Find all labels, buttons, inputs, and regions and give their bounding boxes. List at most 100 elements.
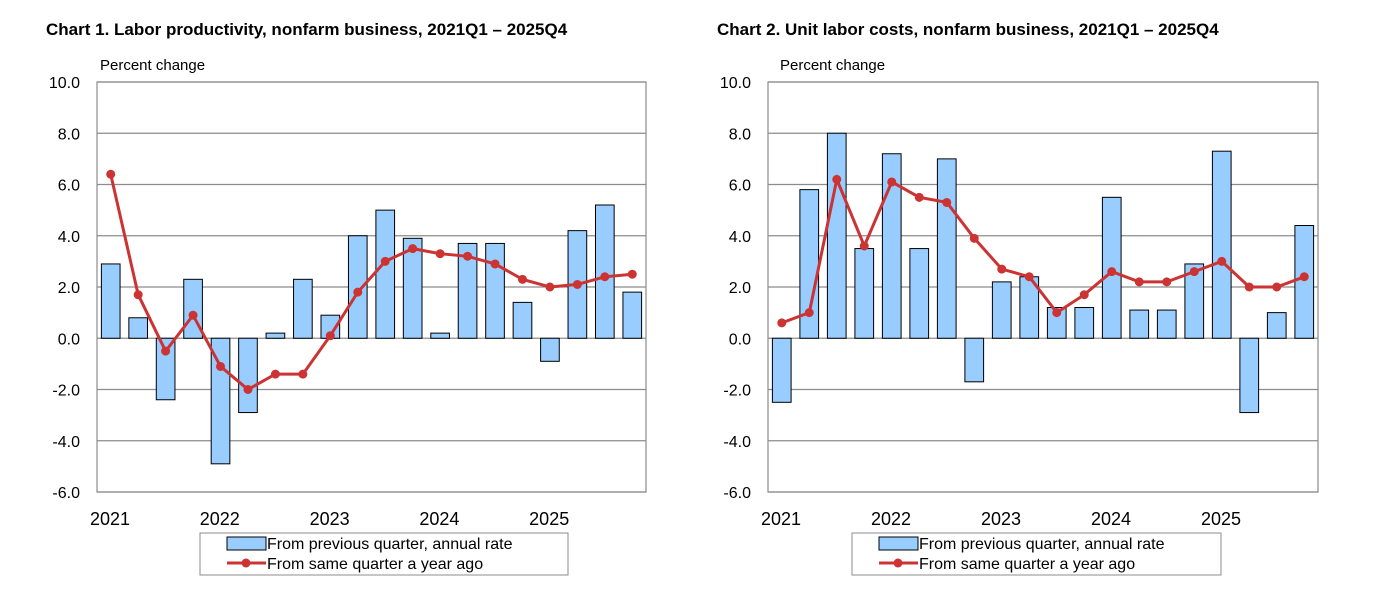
- bar: [430, 332, 450, 339]
- chart-title: Chart 2. Unit labor costs, nonfarm busin…: [717, 20, 1219, 39]
- y-tick-label: 0.0: [58, 331, 80, 348]
- bar: [155, 337, 176, 401]
- y-tick-label: -2.0: [52, 383, 80, 400]
- line-point: [545, 282, 555, 292]
- bar: [1184, 263, 1205, 339]
- line-point: [1107, 267, 1117, 277]
- line-point: [942, 197, 952, 207]
- bar: [1046, 307, 1067, 339]
- y-axis-label: Percent change: [780, 57, 885, 74]
- line-point: [463, 251, 473, 261]
- bar: [1239, 337, 1260, 414]
- bar: [1074, 307, 1095, 339]
- labor-productivity-chart: Percent change 10.0 8.0 6.0 4.0 2.0 0.0 -2.0 -4.…: [49, 57, 647, 576]
- legend-swatch-bar: [878, 536, 919, 551]
- line-point: [1134, 277, 1144, 287]
- x-tick-label: 2025: [1201, 509, 1241, 529]
- series-line: [781, 174, 1305, 325]
- bar: [457, 242, 478, 339]
- y-axis-label: Percent change: [100, 57, 205, 74]
- y-tick-label: 2.0: [58, 280, 80, 297]
- line-point: [1299, 272, 1309, 282]
- bar: [128, 317, 149, 339]
- plot-frame: [96, 81, 647, 493]
- bar: [485, 242, 505, 339]
- y-tick-label: 0.0: [729, 331, 751, 348]
- series-line: [109, 173, 633, 392]
- line-point: [133, 290, 143, 300]
- legend-swatch-bar: [226, 536, 267, 551]
- line-point: [1272, 282, 1282, 292]
- line-point: [270, 369, 280, 379]
- line-point: [517, 274, 527, 284]
- line-point: [380, 256, 390, 266]
- y-tick-label: -4.0: [723, 434, 751, 451]
- chart-title: Chart 1. Labor productivity, nonfarm bus…: [46, 20, 568, 39]
- line-point: [1079, 290, 1089, 300]
- line-point: [804, 308, 814, 318]
- legend-swatch-marker: [241, 558, 251, 568]
- bar: [238, 337, 258, 414]
- line-point: [1217, 256, 1227, 266]
- bar: [1129, 309, 1150, 339]
- line-point: [490, 259, 500, 269]
- legend-label-bar: From previous quarter, annual rate: [919, 536, 1165, 553]
- bar: [100, 263, 121, 339]
- line-point: [887, 177, 897, 187]
- line-point: [325, 331, 335, 341]
- legend-label-line: From same quarter a year ago: [919, 556, 1135, 573]
- line-point: [216, 361, 226, 371]
- chart-panel-unit-labor-costs: Chart 2. Unit labor costs, nonfarm busin…: [680, 0, 1360, 594]
- line-point: [572, 279, 582, 289]
- line-point: [435, 249, 445, 259]
- bar: [1156, 309, 1177, 339]
- line-point: [353, 287, 363, 297]
- line-point: [1244, 282, 1254, 292]
- line-point: [298, 369, 308, 379]
- line-point: [777, 318, 787, 328]
- y-tick-label: -2.0: [723, 383, 751, 400]
- y-tick-label: -6.0: [52, 485, 80, 502]
- bar: [594, 204, 615, 339]
- legend-label-line: From same quarter a year ago: [267, 556, 483, 573]
- bar: [1211, 150, 1232, 339]
- line-point: [914, 192, 924, 202]
- y-tick-label: 10.0: [49, 75, 80, 92]
- line-point: [408, 244, 418, 254]
- y-tick-label: 6.0: [729, 178, 751, 195]
- y-tick-label: -6.0: [723, 485, 751, 502]
- bar: [771, 337, 792, 403]
- bar: [1294, 225, 1315, 339]
- y-tick-label: 6.0: [58, 178, 80, 195]
- bar: [375, 209, 396, 339]
- line-point: [188, 310, 198, 320]
- line-point: [969, 233, 979, 243]
- y-tick-label: 8.0: [58, 126, 80, 143]
- bar: [991, 281, 1012, 339]
- y-tick-label: 8.0: [729, 126, 751, 143]
- line-point: [627, 269, 637, 279]
- bar: [936, 158, 957, 339]
- bar: [347, 235, 368, 339]
- line-point: [161, 346, 171, 356]
- x-tick-label: 2021: [90, 509, 130, 529]
- line-point: [1024, 272, 1034, 282]
- line-point: [1162, 277, 1172, 287]
- x-tick-label: 2025: [529, 509, 569, 529]
- y-tick-label: -4.0: [52, 434, 80, 451]
- x-tick-label: 2023: [310, 509, 350, 529]
- legend-swatch-marker: [893, 558, 903, 568]
- chart-panel-labor-productivity: Chart 1. Labor productivity, nonfarm bus…: [0, 0, 680, 594]
- bar: [512, 301, 533, 339]
- legend-label-bar: From previous quarter, annual rate: [267, 536, 513, 553]
- line-point: [106, 169, 116, 179]
- line-point: [859, 241, 869, 251]
- line-point: [832, 174, 842, 184]
- bar: [881, 153, 902, 339]
- x-tick-label: 2022: [200, 509, 240, 529]
- y-tick-label: 2.0: [729, 280, 751, 297]
- bar: [293, 278, 313, 339]
- line-point: [1189, 267, 1199, 277]
- bar: [964, 337, 985, 383]
- bar: [265, 332, 286, 339]
